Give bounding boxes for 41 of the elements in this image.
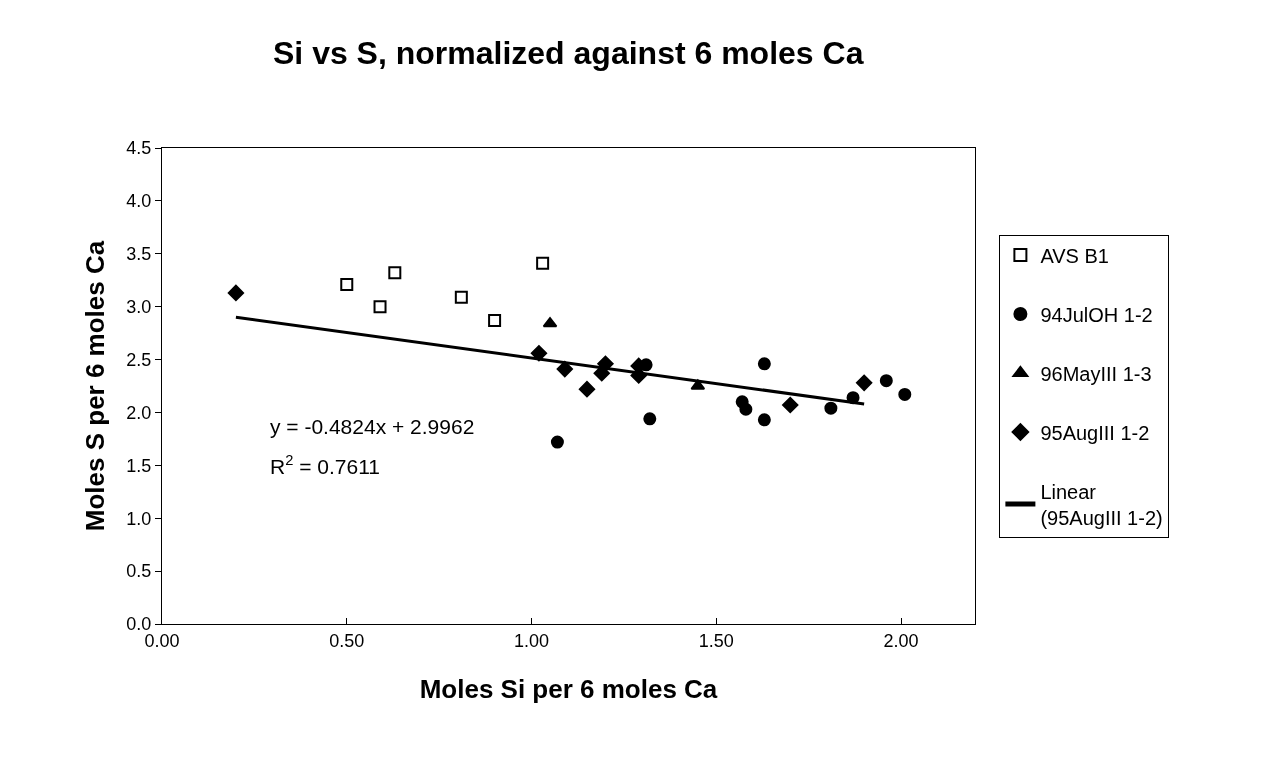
point <box>782 396 799 414</box>
point <box>898 387 912 401</box>
point <box>373 300 387 314</box>
y-tick-label: 3.0 <box>126 296 152 317</box>
x-tick-label: 1.50 <box>698 630 734 651</box>
point <box>757 357 771 371</box>
x-tick-label: 0.50 <box>329 630 365 651</box>
point <box>855 374 873 391</box>
point <box>643 412 657 426</box>
y-tick-label: 2.5 <box>126 349 152 370</box>
point <box>340 277 354 291</box>
point <box>227 284 245 302</box>
y-tick-label: 0.5 <box>126 561 152 582</box>
annotation: R$^{2}$ = 0.7611 <box>270 452 380 478</box>
y-tick-label: 1.0 <box>126 508 152 529</box>
y-tick-label: 4.0 <box>126 191 152 212</box>
point <box>550 435 564 449</box>
y-tick-label: 2.0 <box>126 402 152 423</box>
point <box>879 374 893 388</box>
point <box>739 402 753 416</box>
y-tick-label: 4.5 <box>126 138 152 159</box>
y-tick-label: 3.5 <box>126 244 152 265</box>
point <box>578 381 596 398</box>
x-axis-title: Moles Si per 6 moles Ca <box>419 674 718 705</box>
point <box>824 401 838 415</box>
point <box>757 413 771 427</box>
chart-title: Si vs S, normalized against 6 moles Ca <box>273 35 864 71</box>
point <box>536 256 550 270</box>
y-tick-label: 1.5 <box>126 455 152 476</box>
point <box>454 290 468 304</box>
point <box>488 313 502 327</box>
legend-label: 95AugIII 1-2 <box>1040 421 1150 444</box>
legend-label: 96MayIII 1-3 <box>1040 362 1152 385</box>
annotation: y = -0.4824x + 2.9962 <box>270 415 475 438</box>
legend-label: 94JulOH 1-2 <box>1040 303 1153 326</box>
point <box>388 266 402 280</box>
legend-label: Linear (95AugIII 1-2) <box>1040 480 1163 529</box>
x-tick-label: 1.00 <box>514 630 550 651</box>
x-tick-label: 2.00 <box>883 630 919 651</box>
legend-label: AVS B1 <box>1040 244 1109 267</box>
y-axis-title: Moles S per 6 moles Ca <box>79 240 110 532</box>
